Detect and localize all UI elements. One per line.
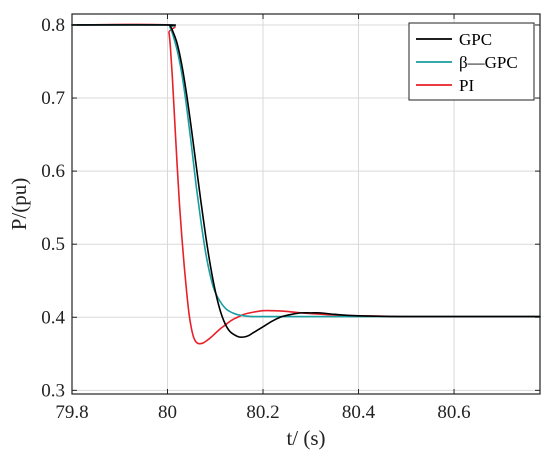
y-axis-label: P/(pu)	[7, 178, 31, 231]
data-series	[71, 23, 541, 345]
y-tick-label: 0.7	[41, 88, 65, 109]
x-tick-label: 79.8	[55, 402, 88, 423]
y-tick-label: 0.3	[41, 380, 65, 401]
x-tick-label: 80.4	[342, 402, 376, 423]
legend-label-1: β—GPC	[459, 53, 518, 72]
axis-ticks	[71, 14, 540, 394]
x-tick-label: 80.6	[437, 402, 470, 423]
legend-label-0: GPC	[459, 30, 492, 49]
x-tick-labels: 79.8 80 80.2 80.4 80.6	[55, 402, 470, 423]
y-tick-label: 0.4	[41, 307, 65, 328]
legend: GPC β—GPC PI	[408, 22, 535, 101]
x-tick-label: 80.2	[246, 402, 279, 423]
y-tick-label: 0.6	[41, 161, 65, 182]
plot-frame	[71, 13, 541, 395]
y-tick-label: 0.8	[41, 15, 65, 36]
x-tick-label: 80	[158, 402, 177, 423]
series-line-0	[71, 24, 541, 339]
legend-label-2: PI	[459, 76, 474, 95]
x-axis-label: t/ (s)	[286, 426, 325, 450]
y-tick-labels: 0.3 0.4 0.5 0.6 0.7 0.8	[41, 15, 65, 401]
legend-items: GPC β—GPC PI	[416, 30, 518, 95]
series-line-1	[71, 24, 541, 318]
y-tick-label: 0.5	[41, 234, 65, 255]
